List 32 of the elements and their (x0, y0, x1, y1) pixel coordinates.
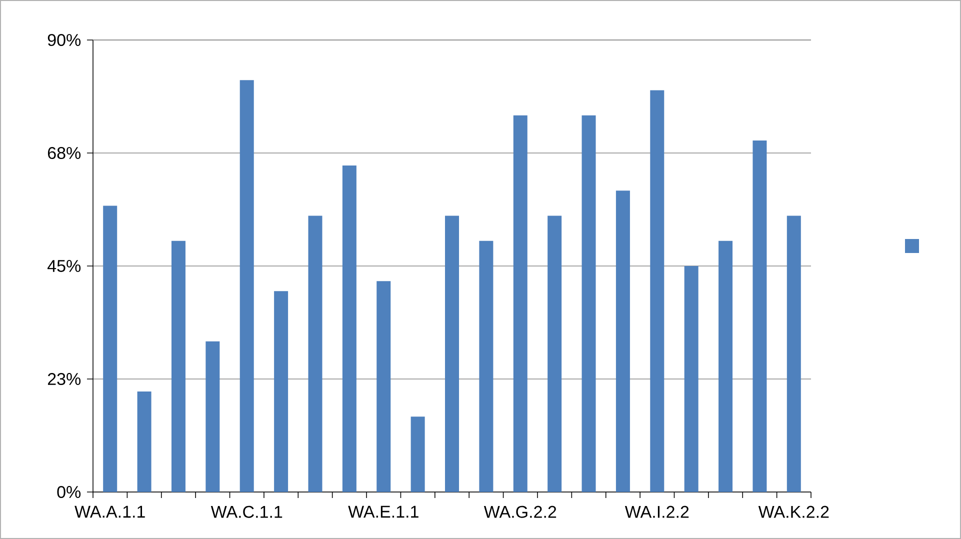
bar (548, 216, 562, 492)
bar (274, 291, 288, 492)
bar (684, 266, 698, 492)
x-tick-label: WA.I.2.2 (624, 506, 689, 518)
bar (137, 392, 152, 492)
bar (342, 166, 356, 492)
bar (616, 190, 630, 492)
bar (308, 216, 322, 492)
y-tick-label: 23% (48, 372, 81, 386)
bar (650, 90, 664, 492)
bar (206, 341, 220, 492)
bar (752, 140, 767, 492)
y-tick-label: 45% (48, 260, 81, 272)
y-tick-label: 0% (57, 486, 81, 498)
bar (410, 416, 425, 492)
bar (513, 115, 528, 492)
y-tick-label: 68% (48, 146, 81, 160)
bar (479, 240, 494, 492)
bar (171, 240, 186, 492)
bar (718, 240, 733, 492)
x-tick-label: WA.K.2.2 (758, 506, 829, 518)
bar (103, 206, 118, 492)
x-tick-label: WA.E.1.1 (348, 506, 418, 518)
bar (376, 281, 391, 492)
x-tick-label: WA.C.1.1 (210, 506, 282, 518)
x-tick-label: WA.G.2.2 (484, 506, 556, 518)
x-tick-label: WA.A.1.1 (74, 506, 145, 518)
bar (445, 216, 460, 492)
y-tick-label: 90% (48, 34, 81, 46)
bar (240, 80, 254, 492)
bar (582, 115, 596, 492)
bar (786, 216, 801, 492)
